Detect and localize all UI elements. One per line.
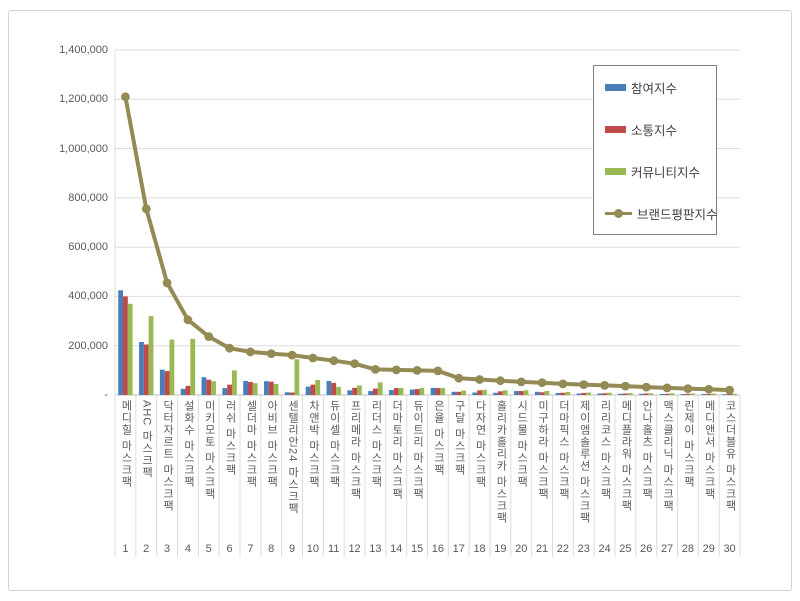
legend-item-participation-index: 참여지수 [605, 78, 716, 97]
rank-label: 9 [289, 543, 296, 555]
category-label: 맥스클리닉 마스크팩 [661, 400, 674, 513]
line-swatch-marker [614, 208, 623, 218]
category-label: 아비브 마스크팩 [265, 400, 278, 489]
rank-label: 1 [122, 543, 129, 555]
rank-label: 19 [494, 543, 507, 555]
rank-label: 16 [431, 543, 445, 555]
category-label: 설화수 마스크팩 [182, 400, 195, 489]
y-axis-tick-label: - [104, 389, 108, 401]
category-label: 코스더블유 마스크팩 [724, 400, 737, 513]
rank-label: 30 [723, 543, 736, 555]
category-label: 메디앤서 마스크팩 [703, 400, 716, 501]
category-label: 러쉬 마스크팩 [224, 400, 237, 477]
category-label: 리리코스 마스크팩 [599, 400, 612, 501]
y-axis-tick-label: 600,000 [68, 241, 108, 254]
rank-label: 23 [577, 543, 590, 555]
legend-label: 커뮤니티지수 [631, 165, 701, 180]
rank-label: 22 [556, 543, 570, 555]
rank-label: 8 [268, 543, 275, 555]
category-label: 린제이 마스크팩 [682, 400, 695, 489]
rank-label: 14 [390, 543, 403, 555]
category-label: 메디힐 마스크팩 [119, 400, 132, 489]
rank-label: 21 [535, 543, 549, 555]
category-label: 제이엠솔루션 마스크팩 [578, 400, 591, 525]
category-label: AHC 마스크팩 [140, 400, 153, 479]
rank-label: 5 [205, 543, 212, 555]
legend-label: 브랜드평판지수 [637, 207, 718, 222]
rank-label: 28 [681, 543, 695, 555]
rank-label: 12 [348, 543, 361, 555]
category-label: 미구하라 마스크팩 [536, 400, 549, 501]
rank-label: 20 [515, 543, 528, 555]
category-label: 리더스 마스크팩 [369, 400, 382, 489]
rank-label: 17 [452, 543, 465, 555]
category-label: 미키모토 마스크팩 [203, 400, 216, 501]
category-label: 듀이트리 마스크팩 [411, 400, 424, 501]
legend-item-brand-reputation-index: 브랜드평판지수 [605, 204, 718, 223]
participation-index-swatch [605, 83, 626, 91]
y-axis-tick-label: 800,000 [68, 191, 108, 204]
community-index-swatch [605, 167, 626, 175]
legend: 참여지수 소통지수 커뮤니티지수 브랜드평판지수 [593, 65, 718, 235]
rank-label: 26 [640, 543, 653, 555]
category-label: 듀이셀 마스크팩 [328, 400, 341, 489]
rank-label: 7 [247, 543, 254, 555]
rank-label: 3 [164, 543, 171, 555]
category-label: 시드물 마스크팩 [515, 400, 528, 489]
category-label: 홀리카홀리카 마스크팩 [494, 400, 507, 525]
category-label: 은율 마스크팩 [432, 400, 445, 477]
legend-item-community-index: 커뮤니티지수 [605, 162, 716, 181]
rank-label: 25 [619, 543, 632, 555]
rank-label: 18 [473, 543, 486, 555]
category-label: 더마픽스 마스크팩 [557, 400, 570, 501]
category-label: 안나홀츠 마스크팩 [640, 400, 653, 501]
rank-label: 15 [410, 543, 424, 555]
category-label: 센텔리안24 마스크팩 [286, 400, 299, 515]
legend-label: 참여지수 [631, 81, 678, 96]
category-label: 다자연 마스크팩 [474, 400, 487, 489]
category-label: 차앤박 마스크팩 [307, 400, 320, 489]
legend-label: 소통지수 [631, 123, 678, 138]
rank-label: 6 [226, 543, 233, 555]
category-label: 프리메라 마스크팩 [349, 400, 362, 501]
rank-label: 11 [328, 543, 340, 555]
rank-label: 13 [369, 543, 382, 555]
rank-label: 4 [184, 543, 191, 555]
y-axis-tick-label: 1,400,000 [59, 44, 108, 56]
rank-label: 29 [702, 543, 715, 555]
y-axis-tick-label: 1,200,000 [59, 93, 108, 106]
y-axis-tick-label: 200,000 [68, 339, 108, 352]
rank-label: 27 [660, 543, 674, 555]
category-label: 더마토리 마스크팩 [390, 400, 403, 501]
rank-label: 2 [143, 543, 150, 555]
brand-reputation-index-swatch [605, 208, 632, 218]
y-axis-tick-label: 400,000 [68, 290, 108, 303]
y-axis-tick-label: 1,000,000 [59, 142, 108, 155]
rank-label: 24 [598, 543, 611, 555]
legend-item-communication-index: 소통지수 [605, 120, 716, 139]
category-label: 메디플라워 마스크팩 [619, 400, 632, 513]
category-label: 셀더마 마스크팩 [244, 400, 257, 489]
communication-index-swatch [605, 125, 626, 133]
category-label: 닥터자르트 마스크팩 [161, 400, 174, 513]
category-label: 구달 마스크팩 [453, 400, 466, 477]
rank-label: 10 [306, 543, 320, 555]
